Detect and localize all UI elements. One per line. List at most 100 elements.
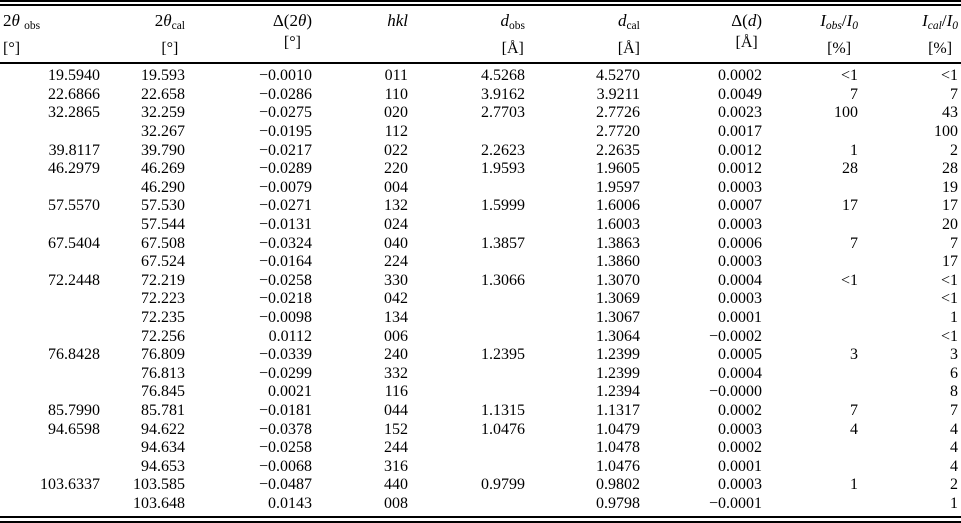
cell-i-cal-over-i0: 43 (942, 104, 958, 122)
cell-i-cal-over-i0: <1 (940, 67, 958, 85)
cell-delta-two-theta: −0.0079 (258, 178, 312, 196)
cell-delta-two-theta: −0.0181 (258, 402, 312, 420)
cell-d-obs (420, 123, 530, 142)
cell-hkl: 112 (384, 122, 408, 140)
cell-delta-d: 0.0004 (718, 271, 762, 289)
cell-i-cal-over-i0: <1 (940, 327, 958, 345)
cell-two-theta-cal: 46.269 (141, 160, 185, 178)
table-row: 72.2448 72.219 −0.0258 330 1.3066 1.3070 0.000… (0, 272, 961, 291)
cell-d-obs (420, 309, 530, 328)
header-row: 2θ obs [°] 2θcal [°] Δ(2θ) [°] hkl dobs [Å] dcal [… (0, 6, 961, 64)
cell-i-cal-over-i0: 17 (942, 253, 958, 271)
cell-delta-two-theta: −0.0289 (258, 160, 312, 178)
col-header-i-obs-over-i0: Iobs/I0 [%] (767, 6, 863, 64)
cell-d-obs: 1.9593 (481, 160, 525, 178)
table-row: 76.845 0.0021 116 1.2394 −0.0000 8 (0, 383, 961, 402)
col-header-block-d-obs: dobs [Å] (501, 9, 525, 60)
cell-delta-two-theta: −0.0068 (258, 457, 312, 475)
cell-d-cal: 1.0479 (596, 420, 640, 438)
cell-delta-d: 0.0002 (718, 67, 762, 85)
cell-delta-d: 0.0003 (718, 178, 762, 196)
table-row: 57.544 −0.0131 024 1.6003 0.0003 20 (0, 216, 961, 235)
col-header-unit: [Å] (617, 40, 640, 57)
col-header-label: Iobs/I0 (820, 11, 858, 32)
cell-i-cal-over-i0: 7 (950, 234, 958, 252)
cell-delta-two-theta: −0.0258 (258, 439, 312, 457)
col-header-label: dobs (500, 11, 525, 32)
cell-two-theta-obs (0, 309, 105, 328)
cell-two-theta-cal: 19.593 (141, 67, 185, 85)
cell-two-theta-obs: 76.8428 (48, 346, 100, 364)
table-row: 76.8428 76.809 −0.0339 240 1.2395 1.2399 0.000… (0, 346, 961, 365)
cell-two-theta-obs (0, 216, 105, 235)
cell-d-obs: 1.3857 (481, 234, 525, 252)
cell-d-obs (420, 253, 530, 272)
cell-two-theta-obs: 19.5940 (48, 67, 100, 85)
cell-d-cal: 3.9211 (596, 85, 640, 103)
cell-d-obs: 2.2623 (481, 141, 525, 159)
cell-two-theta-obs: 94.6598 (48, 420, 100, 438)
cell-d-cal: 2.2635 (596, 141, 640, 159)
cell-i-obs-over-i0 (767, 179, 863, 198)
table-row: 94.6598 94.622 −0.0378 152 1.0476 1.0479 0.000… (0, 421, 961, 440)
cell-d-cal: 1.1317 (596, 402, 640, 420)
cell-hkl: 332 (384, 364, 408, 382)
cell-i-obs-over-i0 (767, 439, 863, 458)
cell-delta-two-theta: −0.0164 (258, 253, 312, 271)
cell-delta-two-theta: −0.0299 (258, 364, 312, 382)
col-header-block-i-obs-over-i0: Iobs/I0 [%] (820, 9, 858, 60)
col-header-block-hkl: hkl (387, 9, 408, 32)
cell-i-obs-over-i0 (767, 253, 863, 272)
table-row: 72.256 0.0112 006 1.3064 −0.0002 <1 (0, 328, 961, 347)
col-header-unit: [Å] (735, 34, 758, 51)
cell-i-obs-over-i0 (767, 123, 863, 142)
col-header-label: Δ(2θ) (272, 11, 312, 30)
col-header-label: hkl (387, 11, 408, 30)
table-row: 39.8117 39.790 −0.0217 022 2.2623 2.2635 0.001… (0, 141, 961, 160)
cell-two-theta-obs (0, 439, 105, 458)
cell-d-obs: 4.5268 (481, 67, 525, 85)
cell-i-obs-over-i0 (767, 290, 863, 309)
col-header-label: Ical/I0 (922, 11, 958, 32)
cell-delta-two-theta: −0.0131 (258, 215, 312, 233)
cell-i-obs-over-i0 (767, 495, 863, 514)
cell-i-cal-over-i0: 2 (950, 476, 958, 494)
diffraction-data-table: 2θ obs [°] 2θcal [°] Δ(2θ) [°] hkl dobs [Å] dcal [… (0, 6, 961, 514)
cell-hkl: 042 (384, 290, 408, 308)
col-header-label: 2θcal (154, 11, 185, 32)
cell-delta-d: 0.0003 (718, 253, 762, 271)
col-header-i-cal-over-i0: Ical/I0 [%] (863, 6, 961, 64)
cell-hkl: 224 (384, 253, 408, 271)
cell-i-obs-over-i0: 1 (850, 141, 858, 159)
cell-delta-two-theta: 0.0112 (268, 327, 312, 345)
cell-i-cal-over-i0: <1 (940, 290, 958, 308)
cell-two-theta-obs (0, 253, 105, 272)
cell-hkl: 116 (384, 383, 408, 401)
cell-two-theta-cal: 67.508 (141, 234, 185, 252)
cell-i-cal-over-i0: 17 (942, 197, 958, 215)
table-row: 76.813 −0.0299 332 1.2399 0.0004 6 (0, 365, 961, 384)
cell-two-theta-cal: 94.622 (141, 420, 185, 438)
cell-d-obs: 3.9162 (481, 85, 525, 103)
cell-two-theta-obs: 46.2979 (48, 160, 100, 178)
cell-hkl: 040 (384, 234, 408, 252)
cell-two-theta-cal: 103.585 (133, 476, 185, 494)
cell-d-cal: 1.6006 (596, 197, 640, 215)
cell-i-obs-over-i0: <1 (840, 67, 858, 85)
cell-two-theta-cal: 76.845 (141, 383, 185, 401)
cell-i-obs-over-i0 (767, 216, 863, 235)
cell-delta-two-theta: −0.0271 (258, 197, 312, 215)
cell-two-theta-cal: 32.267 (141, 122, 185, 140)
cell-d-obs (420, 290, 530, 309)
cell-i-cal-over-i0: 19 (942, 178, 958, 196)
cell-i-cal-over-i0: 8 (950, 383, 958, 401)
cell-delta-two-theta: −0.0487 (258, 476, 312, 494)
cell-d-cal: 1.2394 (596, 383, 640, 401)
cell-i-obs-over-i0: <1 (840, 271, 858, 289)
cell-two-theta-obs: 72.2448 (48, 271, 100, 289)
col-header-d-cal: dcal [Å] (530, 6, 645, 64)
table-row: 19.5940 19.593 −0.0010 011 4.5268 4.5270 0.000… (0, 63, 961, 86)
cell-d-cal: 1.0476 (596, 457, 640, 475)
cell-d-cal: 2.7726 (596, 104, 640, 122)
cell-hkl: 330 (384, 271, 408, 289)
